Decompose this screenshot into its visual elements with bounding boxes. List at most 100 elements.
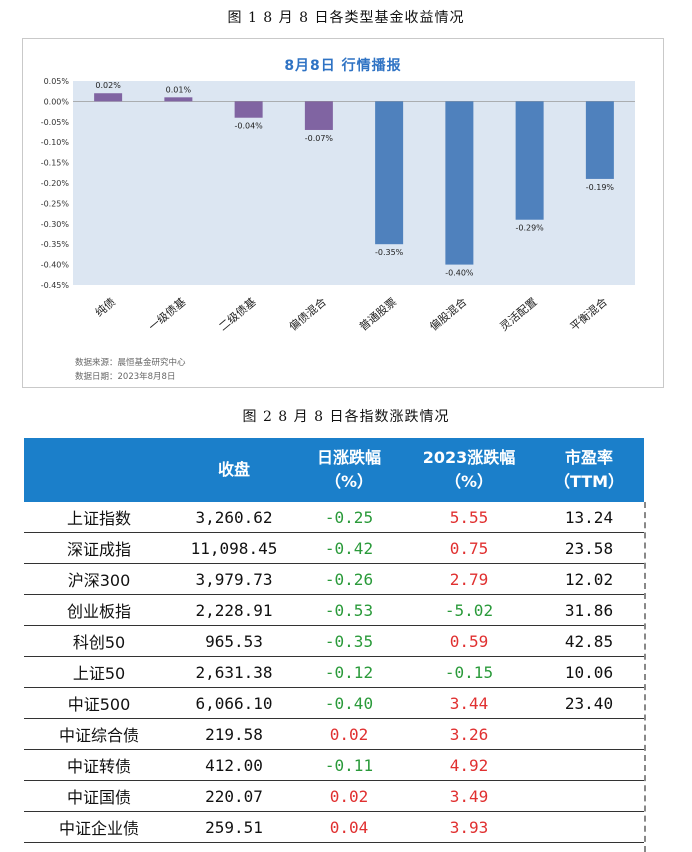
day-change-cell: -0.11 — [294, 749, 404, 781]
close-cell: 2,631.38 — [174, 656, 294, 688]
close-cell: 965.53 — [174, 625, 294, 657]
bar — [515, 101, 544, 220]
table-row: 中证转债 412.00 -0.11 4.92 — [24, 749, 644, 781]
table-row: 沪深300 3,979.73 -0.26 2.79 12.02 — [24, 563, 644, 595]
x-category-label: 纯债 — [92, 295, 118, 320]
x-category-label: 灵活配置 — [497, 295, 539, 333]
y-tick-label: 0.00% — [44, 97, 70, 106]
column-header: 市盈率 （TTM） — [534, 438, 644, 502]
table-right-dashed-edge — [644, 502, 646, 852]
bar-value-label: -0.04% — [234, 122, 263, 131]
pe-cell: 42.85 — [534, 625, 644, 657]
close-cell: 3,979.73 — [174, 563, 294, 595]
pe-cell — [534, 718, 644, 750]
index-name-cell: 中证500 — [24, 687, 174, 719]
pe-cell: 23.40 — [534, 687, 644, 719]
pe-cell: 23.58 — [534, 532, 644, 564]
y-tick-label: -0.15% — [41, 159, 70, 168]
day-change-cell: -0.40 — [294, 687, 404, 719]
column-header: 日涨跌幅 （%） — [294, 438, 404, 502]
index-name-cell: 科创50 — [24, 625, 174, 657]
plot-area — [73, 81, 635, 285]
ytd-change-cell: 4.92 — [404, 749, 534, 781]
index-name-cell: 中证企业债 — [24, 811, 174, 843]
figure1-caption: 图 1 8 月 8 日各类型基金收益情况 — [227, 10, 465, 26]
chart-title: 8月8日 行情播报 — [284, 58, 402, 74]
index-name-cell: 中证转债 — [24, 749, 174, 781]
table-row: 中证企业债 259.51 0.04 3.93 — [24, 811, 644, 843]
column-header-line2: （%） — [444, 472, 494, 491]
index-table: 收盘 日涨跌幅 （%） 2023涨跌幅 （%） 市盈率 （TTM） 上证指数 3,260.62… — [24, 438, 644, 843]
ytd-change-cell: 3.49 — [404, 780, 534, 812]
close-cell: 220.07 — [174, 780, 294, 812]
day-change-cell: 0.02 — [294, 780, 404, 812]
bar — [94, 93, 123, 102]
column-header-line1: 市盈率 — [564, 448, 613, 467]
column-header: 2023涨跌幅 （%） — [404, 438, 534, 502]
ytd-change-cell: 2.79 — [404, 563, 534, 595]
y-tick-label: -0.25% — [41, 199, 70, 208]
y-tick-label: -0.30% — [41, 220, 70, 229]
bar-value-label: -0.19% — [586, 183, 615, 192]
table-row: 上证50 2,631.38 -0.12 -0.15 10.06 — [24, 656, 644, 688]
bar — [585, 101, 614, 179]
bar-value-label: -0.07% — [305, 134, 334, 143]
bar — [164, 97, 193, 102]
day-change-cell: -0.12 — [294, 656, 404, 688]
pe-cell — [534, 749, 644, 781]
close-cell: 259.51 — [174, 811, 294, 843]
day-change-cell: -0.26 — [294, 563, 404, 595]
y-tick-label: -0.10% — [41, 138, 70, 147]
column-header-line1: 收盘 — [217, 460, 250, 479]
y-tick-label: -0.35% — [41, 240, 70, 249]
close-cell: 2,228.91 — [174, 594, 294, 626]
column-header-line2: （TTM） — [553, 472, 625, 491]
pe-cell: 31.86 — [534, 594, 644, 626]
close-cell: 219.58 — [174, 718, 294, 750]
column-header-line1: 日涨跌幅 — [316, 448, 381, 467]
index-name-cell: 中证综合债 — [24, 718, 174, 750]
index-name-cell: 上证指数 — [24, 502, 174, 533]
column-header — [24, 438, 174, 502]
ytd-change-cell: 3.26 — [404, 718, 534, 750]
day-change-cell: -0.35 — [294, 625, 404, 657]
y-tick-label: -0.45% — [41, 281, 70, 290]
bar — [304, 101, 333, 130]
fund-return-chart: 8月8日 行情播报 0.05% 0.00% -0.05% -0.10% -0.15% -0… — [22, 38, 664, 388]
close-cell: 3,260.62 — [174, 502, 294, 533]
bar-value-label: -0.29% — [515, 224, 544, 233]
table-row: 科创50 965.53 -0.35 0.59 42.85 — [24, 625, 644, 657]
close-cell: 11,098.45 — [174, 532, 294, 564]
day-change-cell: 0.02 — [294, 718, 404, 750]
bar-value-label: -0.40% — [445, 269, 474, 278]
chart-source-note: 数据来源：晨恒基金研究中心 — [75, 358, 186, 368]
day-change-cell: -0.25 — [294, 502, 404, 533]
table-row: 创业板指 2,228.91 -0.53 -5.02 31.86 — [24, 594, 644, 626]
column-header: 收盘 — [174, 438, 294, 502]
ytd-change-cell: 0.75 — [404, 532, 534, 564]
ytd-change-cell: -5.02 — [404, 594, 534, 626]
table-body: 上证指数 3,260.62 -0.25 5.55 13.24 深证成指 11,098.45-… — [24, 502, 644, 843]
y-tick-label: 0.05% — [44, 77, 70, 86]
close-cell: 6,066.10 — [174, 687, 294, 719]
pe-cell: 12.02 — [534, 563, 644, 595]
column-header-line2: （%） — [324, 472, 374, 491]
bar — [445, 101, 474, 265]
ytd-change-cell: 3.93 — [404, 811, 534, 843]
x-category-label: 偏债混合 — [286, 295, 329, 334]
x-category-label: 一级债基 — [146, 295, 189, 334]
ytd-change-cell: -0.15 — [404, 656, 534, 688]
index-name-cell: 中证国债 — [24, 780, 174, 812]
y-tick-label: -0.05% — [41, 118, 70, 127]
index-name-cell: 深证成指 — [24, 532, 174, 564]
column-header-line1: 2023涨跌幅 — [422, 448, 516, 467]
table-row: 中证国债 220.07 0.02 3.49 — [24, 780, 644, 812]
table-row: 中证综合债 219.58 0.02 3.26 — [24, 718, 644, 750]
index-name-cell: 上证50 — [24, 656, 174, 688]
bar — [375, 101, 404, 245]
x-category-label: 普通股票 — [356, 295, 399, 334]
day-change-cell: -0.53 — [294, 594, 404, 626]
table-row: 中证500 6,066.10 -0.40 3.44 23.40 — [24, 687, 644, 719]
close-cell: 412.00 — [174, 749, 294, 781]
y-tick-label: -0.40% — [41, 261, 70, 270]
